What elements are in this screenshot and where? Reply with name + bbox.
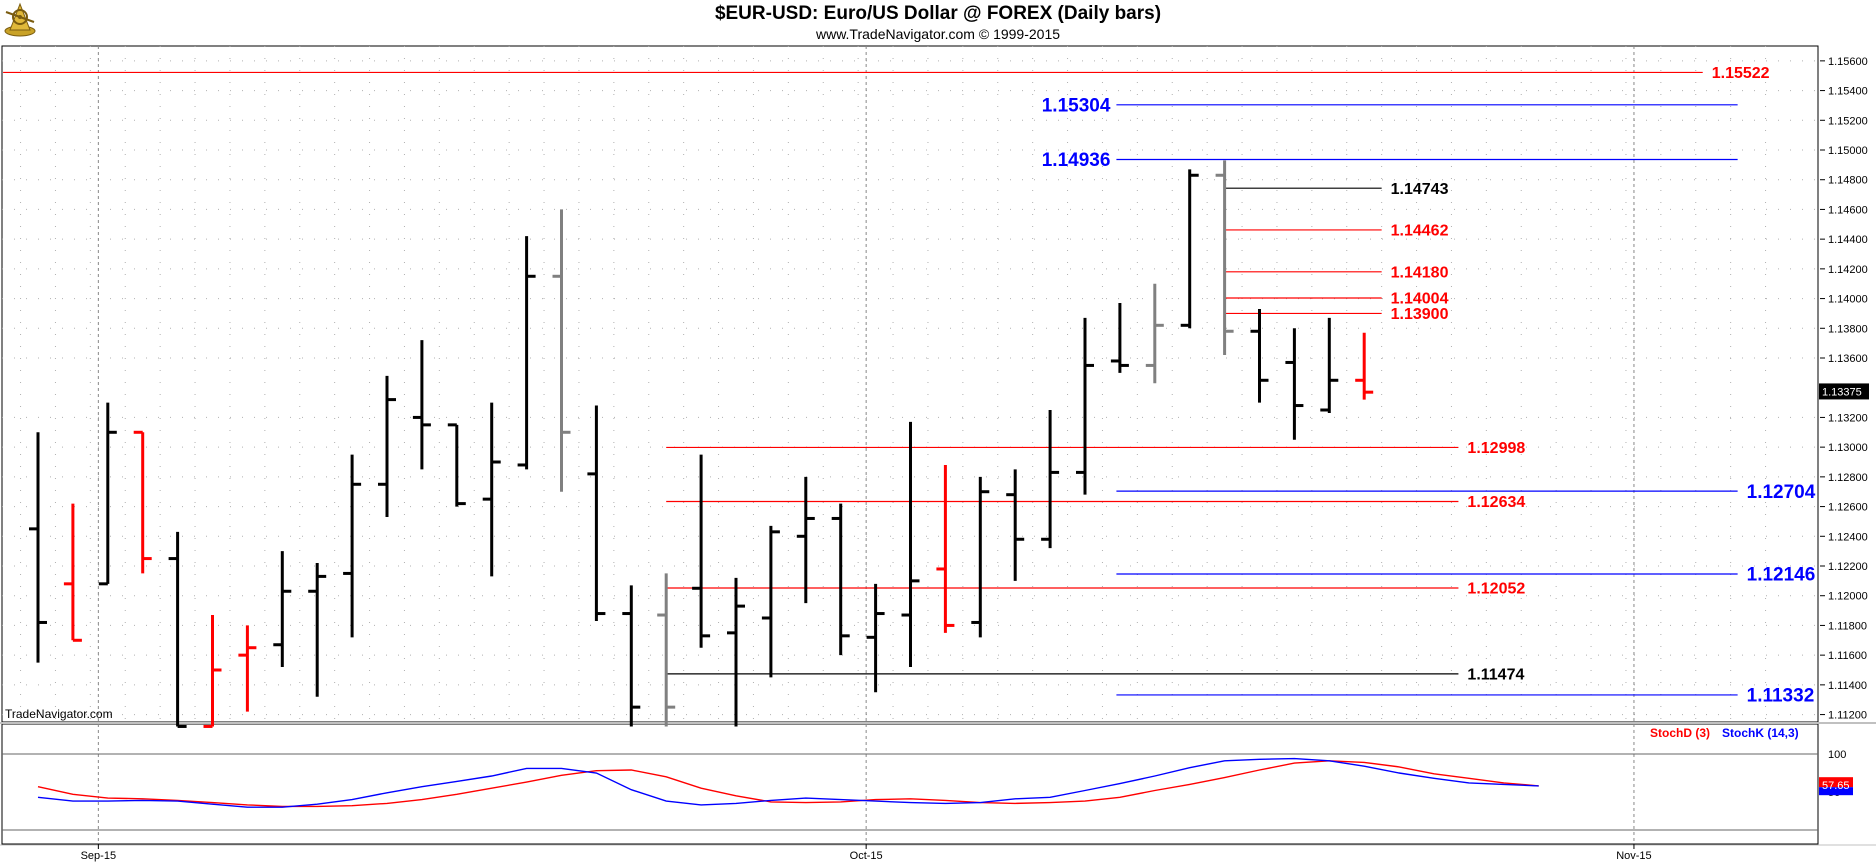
chart-header: $EUR-USD: Euro/US Dollar @ FOREX (Daily … (0, 0, 1876, 46)
y-tick-label: 1.13600 (1828, 353, 1868, 365)
chart-subtitle: www.TradeNavigator.com © 1999-2015 (815, 26, 1061, 42)
level-label-1.14004: 1.14004 (1391, 291, 1449, 308)
x-tick-label: Sep-15 (81, 850, 116, 862)
ohlc-bar (552, 209, 571, 492)
level-label-1.12998: 1.12998 (1467, 440, 1525, 457)
ohlc-bar (1250, 308, 1269, 403)
last-price-label: 1.13375 (1822, 386, 1862, 398)
ohlc-bar (133, 430, 152, 574)
ohlc-bar (308, 563, 327, 697)
watermark-text: TradeNavigator.com (5, 707, 113, 721)
x-tick-label: Nov-15 (1616, 850, 1651, 862)
ohlc-bar (1180, 169, 1199, 329)
y-tick-label: 1.15000 (1828, 145, 1868, 157)
stoch-last-value-label: 57.65 (1822, 780, 1850, 792)
ohlc-bar (936, 464, 955, 633)
level-label-1.15522: 1.15522 (1712, 65, 1770, 82)
ohlc-bar (727, 577, 745, 727)
ohlc-bar (343, 454, 362, 638)
ohlc-bar (517, 236, 536, 470)
ohlc-bar (1320, 317, 1339, 413)
ohlc-bar (1076, 317, 1094, 495)
y-tick-label: 1.14200 (1828, 264, 1868, 276)
level-label-1.14180: 1.14180 (1391, 264, 1449, 281)
ohlc-bar (622, 585, 641, 727)
y-tick-label: 1.12000 (1828, 591, 1868, 603)
ohlc-bar (761, 525, 780, 678)
y-tick-label: 1.14400 (1828, 234, 1868, 246)
chart-background (0, 46, 1876, 863)
ohlc-bar (482, 402, 501, 577)
ohlc-bar (273, 551, 292, 668)
ohlc-bar (866, 583, 885, 693)
y-tick-label: 1.11200 (1828, 710, 1867, 722)
ohlc-bar (657, 573, 676, 727)
level-label-1.12634: 1.12634 (1467, 494, 1525, 511)
level-label-1.12704: 1.12704 (1747, 482, 1816, 503)
ohlc-bar (901, 421, 920, 668)
y-tick-label: 1.15200 (1828, 115, 1868, 127)
y-tick-label: 1.14600 (1828, 204, 1868, 216)
y-tick-label: 1.12200 (1828, 561, 1868, 573)
level-label-1.15304: 1.15304 (1042, 95, 1111, 116)
y-tick-label: 1.15400 (1828, 86, 1868, 98)
x-tick-label: Oct-15 (850, 850, 883, 862)
ohlc-bar (831, 503, 850, 656)
y-tick-label: 1.13800 (1828, 323, 1868, 335)
y-tick-label: 1.14000 (1828, 294, 1868, 306)
y-tick-label: 1.12800 (1828, 472, 1868, 484)
ohlc-bar (1041, 410, 1060, 549)
level-label-1.14462: 1.14462 (1391, 223, 1449, 240)
trade-navigator-logo[interactable] (2, 0, 38, 38)
stoch-tick-label: 100 (1828, 749, 1846, 761)
ohlc-bar (692, 454, 711, 648)
y-tick-label: 1.11800 (1828, 620, 1867, 632)
ohlc-bar (587, 405, 606, 621)
ohlc-bar (1110, 303, 1129, 373)
ohlc-bars (29, 160, 1374, 728)
ohlc-bar (1006, 469, 1025, 581)
level-label-1.11474: 1.11474 (1467, 666, 1524, 683)
level-label-1.13900: 1.13900 (1391, 306, 1449, 323)
ohlc-bar (378, 375, 396, 517)
y-tick-label: 1.15600 (1828, 56, 1868, 68)
stoch-last-k-box (1819, 787, 1853, 796)
stoch-line-StochK (14,3) (37, 757, 1539, 808)
y-tick-label: 1.11400 (1828, 680, 1867, 692)
level-label-1.11332: 1.11332 (1747, 686, 1815, 707)
ohlc-bar (98, 402, 117, 586)
ohlc-bar (238, 625, 257, 712)
y-tick-label: 1.13200 (1828, 412, 1868, 424)
stoch-legend-k: StochK (14,3) (1722, 726, 1799, 740)
stoch-legend-d: StochD (3) (1650, 726, 1710, 740)
ohlc-bar (203, 615, 222, 728)
ohlc-bar (63, 503, 82, 642)
ohlc-bar (971, 476, 990, 638)
ohlc-bar (1285, 328, 1304, 440)
level-label-1.14743: 1.14743 (1391, 181, 1449, 198)
y-tick-label: 1.11600 (1828, 650, 1867, 662)
ohlc-bar (412, 340, 431, 470)
chart-title: $EUR-USD: Euro/US Dollar @ FOREX (Daily … (714, 3, 1162, 24)
ohlc-bar (1355, 332, 1374, 400)
y-tick-label: 1.12600 (1828, 502, 1868, 514)
ohlc-bar (168, 531, 187, 728)
ohlc-bar (796, 476, 815, 604)
y-tick-label: 1.13000 (1828, 442, 1868, 454)
level-label-1.14936: 1.14936 (1042, 150, 1111, 171)
level-label-1.12052: 1.12052 (1467, 581, 1525, 598)
y-axis-background (1820, 46, 1876, 863)
ohlc-bar (1215, 160, 1234, 356)
y-tick-label: 1.12400 (1828, 531, 1868, 543)
y-tick-label: 1.14800 (1828, 175, 1868, 187)
ohlc-bar (1145, 283, 1164, 384)
ohlc-bar (447, 423, 466, 507)
ohlc-bar (29, 432, 47, 663)
stoch-last-d-box (1819, 777, 1853, 788)
last-price-box (1819, 383, 1869, 400)
level-label-1.12146: 1.12146 (1747, 565, 1816, 586)
